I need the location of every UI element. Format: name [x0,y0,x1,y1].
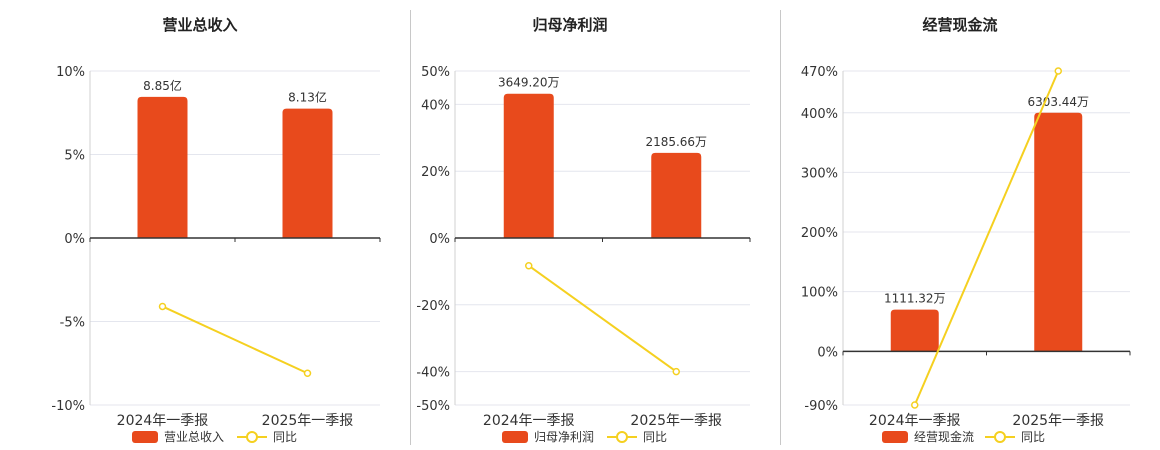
legend-line-label: 同比 [643,430,668,444]
bar-value-label: 1111.32万 [884,292,946,306]
legend-line-marker [237,430,267,443]
legend-item-yoy[interactable]: 同比 [237,428,297,445]
legend-line-marker [985,430,1015,443]
yoy-point [672,367,680,376]
bar-value-label: 3649.20万 [498,76,560,90]
legend-item-yoy[interactable]: 同比 [607,428,667,445]
legend-bar-swatch [502,430,528,443]
legend-line-marker [607,430,637,443]
y-tick-label: 0% [817,345,838,360]
y-tick-label: -40% [416,366,450,381]
bar-value-label: 8.13亿 [288,90,327,105]
legend: 营业总收入 同比 [15,428,385,446]
y-tick-label: 300% [801,166,838,181]
bar [890,309,939,352]
x-tick-label: 2025年一季报 [630,413,722,429]
legend-bar-swatch [132,430,158,443]
chart-svg: 10% 5% 0% -5% -10% 8.85亿 8.13亿 2024年一季报 2025年一季报 [51,65,381,429]
y-tick-label: 10% [56,65,85,80]
chart-panel-net-profit: 归母净利润 50% 40% 20% 0% -20% -40% -50% 3649.20万 218… [385,0,755,450]
legend-bar-swatch [882,430,908,443]
legend-line-label: 同比 [1021,430,1046,444]
chart-svg: 470% 400% 300% 200% 100% 0% -90% 1111.32万 6303.4… [801,65,1131,429]
y-tick-label: -5% [60,316,85,331]
legend: 归母净利润 同比 [385,428,755,446]
legend: 经营现金流 同比 [775,428,1145,446]
legend-bar-label: 经营现金流 [914,430,975,444]
y-tick-label: 40% [421,98,450,113]
bar-value-label: 6303.44万 [1027,95,1089,109]
chart-svg: 50% 40% 20% 0% -20% -40% -50% 3649.20万 2185.66万 2… [416,65,751,429]
y-tick-label: -20% [416,299,450,314]
yoy-point [303,369,312,378]
chart-panel-operating-cashflow: 经营现金流 470% 400% 300% 200% 100% 0% -90% 1111.32万… [775,0,1145,450]
chart-title: 营业总收入 [162,16,238,34]
legend-item-bars[interactable]: 营业总收入 [132,428,224,445]
yoy-line [913,70,1060,406]
bar [137,96,188,238]
chart-title: 归母净利润 [532,16,608,34]
chart-panel-revenue: 营业总收入 10% 5% 0% -5% -10% 8.85亿 8.13亿 2024年一季报 20… [15,0,385,450]
x-tick-label: 2024年一季报 [869,413,961,429]
yoy-line [528,264,677,373]
legend-item-bars[interactable]: 经营现金流 [882,428,974,445]
panel-divider [410,10,411,445]
y-tick-label: 100% [801,286,838,301]
x-tick-label: 2024年一季报 [483,413,575,429]
panel-divider [780,10,781,445]
legend-line-label: 同比 [273,430,298,444]
y-tick-label: -50% [416,399,450,414]
bar-value-label: 8.85亿 [143,78,182,93]
x-tick-label: 2025年一季报 [1012,413,1104,429]
x-tick-label: 2025年一季报 [262,413,354,429]
yoy-point [911,401,919,409]
y-tick-label: 0% [429,232,450,247]
bar [651,152,702,238]
y-tick-label: 20% [421,165,450,180]
bar [282,108,333,238]
yoy-line [162,305,308,375]
legend-item-bars[interactable]: 归母净利润 [502,428,594,445]
y-tick-label: -10% [51,399,85,414]
y-tick-label: 5% [64,149,85,164]
yoy-point [1054,67,1062,75]
legend-item-yoy[interactable]: 同比 [985,428,1045,445]
yoy-point [525,261,533,270]
yoy-point [158,302,167,311]
y-tick-label: 470% [801,65,838,80]
y-tick-label: 50% [421,65,450,80]
x-tick-label: 2024年一季报 [117,413,209,429]
legend-bar-label: 营业总收入 [164,430,225,444]
bar [503,93,554,238]
y-tick-label: 200% [801,226,838,241]
y-tick-label: 400% [801,107,838,122]
bar [1034,112,1083,352]
legend-bar-label: 归母净利润 [534,430,595,444]
bar-value-label: 2185.66万 [645,135,707,149]
chart-title: 经营现金流 [922,16,998,34]
y-tick-label: 0% [64,232,85,247]
y-tick-label: -90% [804,399,838,414]
